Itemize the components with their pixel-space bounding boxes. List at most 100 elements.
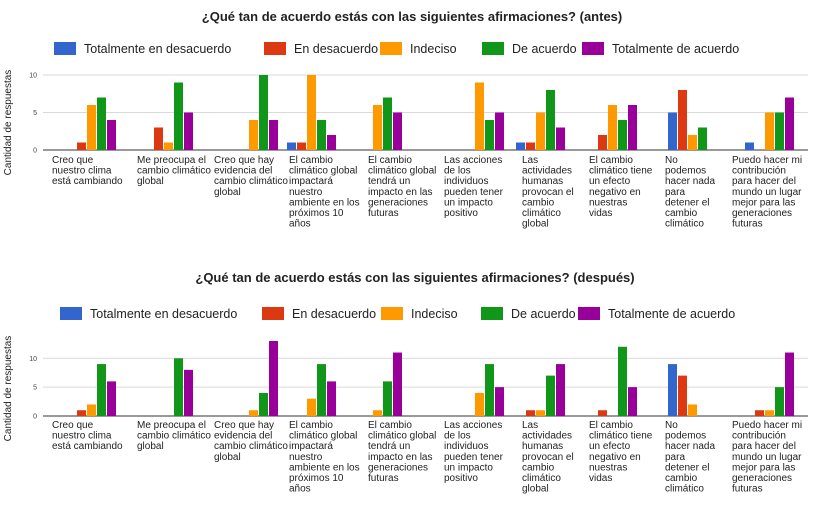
chart-1-legend-label-4: Totalmente de acuerdo — [608, 307, 735, 321]
chart-0-bar-s0-c9 — [745, 143, 754, 151]
chart-0-bar-s1-c8 — [678, 90, 687, 150]
chart-1-bar-s1-c8 — [678, 376, 687, 416]
chart-0-bar-s1-c7 — [598, 135, 607, 150]
chart-1-bar-s4-c9 — [785, 353, 794, 416]
chart-0-bar-s2-c3 — [307, 75, 316, 150]
chart-0-y-tick-1: 5 — [33, 110, 37, 117]
chart-0-bar-s4-c2 — [269, 120, 278, 150]
chart-0-bar-s3-c0 — [97, 98, 106, 151]
chart-1-legend-swatch-4 — [578, 307, 600, 320]
chart-0-bar-s4-c6 — [556, 128, 565, 151]
chart-1-y-axis-label: Cantidad de respuestas — [3, 336, 14, 442]
chart-0-bar-s3-c8 — [698, 128, 707, 151]
chart-1-category-label-3: El cambio climático global impactará nuestr… — [289, 420, 360, 495]
chart-0-bar-s0-c6 — [516, 143, 525, 151]
chart-1-bar-s2-c3 — [307, 399, 316, 416]
chart-1-category-label-5: Las acciones de los individuos pueden tener… — [444, 420, 504, 484]
chart-1-bar-s1-c7 — [598, 410, 607, 416]
chart-0-category-label-9: Puedo hacer mi contribución para hacer del… — [732, 155, 802, 230]
chart-0-bar-s3-c6 — [546, 90, 555, 150]
chart-0-bar-s2-c7 — [608, 105, 617, 150]
chart-1-bar-s1-c0 — [77, 410, 86, 416]
chart-1-category-label-2: Creo que hay evidencia del cambio climátic… — [214, 420, 288, 463]
chart-1-bar-s2-c0 — [87, 404, 96, 416]
chart-0-category-label-5: Las acciones de los individuos pueden tener… — [444, 155, 504, 219]
chart-1-bar-s4-c3 — [327, 381, 336, 416]
charts-container: ¿Qué tan de acuerdo estás con las siguie… — [0, 0, 829, 523]
chart-1-category-label-7: El cambio climático tiene un efecto negativ… — [589, 420, 653, 484]
chart-1-category-label-1: Me preocupa el cambio climático global — [137, 420, 211, 452]
chart-0-legend-label-0: Totalmente en desacuerdo — [84, 42, 231, 56]
chart-0-bar-s4-c1 — [184, 113, 193, 151]
chart-1-category-label-9: Puedo hacer mi contribución para hacer del… — [732, 420, 802, 495]
chart-0-bar-s2-c0 — [87, 105, 96, 150]
chart-1-category-label-4: El cambio climático global tendrá un impact… — [368, 420, 436, 484]
chart-1-legend-label-1: En desacuerdo — [292, 307, 376, 321]
chart-0-legend-label-3: De acuerdo — [512, 42, 577, 56]
chart-1-bar-s4-c1 — [184, 370, 193, 416]
chart-0-title: ¿Qué tan de acuerdo estás con las siguie… — [202, 9, 622, 24]
chart-1-legend-label-0: Totalmente en desacuerdo — [90, 307, 237, 321]
chart-0-bar-s1-c1 — [154, 128, 163, 151]
chart-1-y-tick-0: 0 — [33, 414, 37, 421]
chart-0-bar-s4-c3 — [327, 135, 336, 150]
chart-1-legend-swatch-0 — [60, 307, 82, 320]
chart-0-bar-s3-c1 — [174, 83, 183, 151]
chart-0-category-label-2: Creo que hay evidencia del cambio climátic… — [214, 155, 288, 198]
chart-1-bar-s3-c5 — [485, 364, 494, 416]
chart-1-category-label-6: Las actividades humanas provocan el cambio cl… — [522, 420, 574, 495]
chart-1-y-tick-2: 10 — [29, 356, 37, 363]
chart-0-legend-swatch-1 — [264, 42, 286, 55]
chart-0-bar-s4-c7 — [628, 105, 637, 150]
chart-0-bar-s0-c8 — [668, 113, 677, 151]
chart-0-y-tick-2: 10 — [29, 73, 37, 80]
chart-1-bar-s4-c6 — [556, 364, 565, 416]
chart-0-legend-swatch-2 — [380, 42, 402, 55]
chart-0-bar-s3-c4 — [383, 98, 392, 151]
chart-1-bar-s2-c6 — [536, 410, 545, 416]
chart-1-legend-swatch-2 — [381, 307, 403, 320]
chart-1-legend-swatch-1 — [262, 307, 284, 320]
chart-1-bar-s3-c0 — [97, 364, 106, 416]
chart-1-bar-s2-c5 — [475, 393, 484, 416]
chart-1-legend-label-2: Indeciso — [411, 307, 458, 321]
chart-0-y-axis-label: Cantidad de respuestas — [3, 70, 14, 176]
chart-1-bar-s2-c2 — [249, 410, 258, 416]
chart-before: ¿Qué tan de acuerdo estás con las siguie… — [0, 0, 829, 262]
chart-1-bar-s1-c9 — [755, 410, 764, 416]
chart-1-bar-s1-c6 — [526, 410, 535, 416]
chart-0-bar-s2-c5 — [475, 83, 484, 151]
chart-1-bar-s3-c4 — [383, 381, 392, 416]
chart-1-bar-s3-c3 — [317, 364, 326, 416]
chart-1-bar-s3-c1 — [174, 358, 183, 416]
chart-0-legend-label-2: Indeciso — [410, 42, 457, 56]
chart-0-bar-s1-c3 — [297, 143, 306, 151]
chart-0-bar-s4-c9 — [785, 98, 794, 151]
chart-0-bar-s3-c3 — [317, 120, 326, 150]
chart-0-y-tick-0: 0 — [33, 148, 37, 155]
chart-0-category-label-6: Las actividades humanas provocan el cambio cl… — [522, 155, 574, 230]
chart-0-bar-s3-c7 — [618, 120, 627, 150]
chart-0-category-label-1: Me preocupa el cambio climático global — [137, 155, 211, 187]
chart-1-bar-s4-c5 — [495, 387, 504, 416]
chart-1-category-label-8: No podemos hacer nada para detener el cambio c… — [665, 420, 715, 495]
chart-1-bar-s0-c8 — [668, 364, 677, 416]
chart-1-bar-s4-c0 — [107, 381, 116, 416]
chart-0-bar-s4-c5 — [495, 113, 504, 151]
chart-0-bar-s1-c0 — [77, 143, 86, 151]
chart-0-bar-s1-c6 — [526, 143, 535, 151]
chart-1-bar-s3-c6 — [546, 376, 555, 416]
chart-0-legend-label-1: En desacuerdo — [294, 42, 378, 56]
chart-0-category-label-8: No podemos hacer nada para detener el cambio c… — [665, 155, 715, 230]
chart-0-bar-s3-c2 — [259, 75, 268, 150]
chart-1-bar-s4-c4 — [393, 353, 402, 416]
chart-1-bar-s4-c7 — [628, 387, 637, 416]
chart-1-bar-s2-c8 — [688, 404, 697, 416]
chart-0-category-label-4: El cambio climático global tendrá un impact… — [368, 155, 436, 219]
chart-1-legend-swatch-3 — [481, 307, 503, 320]
chart-0-bar-s2-c4 — [373, 105, 382, 150]
chart-1-bar-s2-c9 — [765, 410, 774, 416]
chart-0-bar-s0-c3 — [287, 143, 296, 151]
chart-0-bar-s2-c9 — [765, 113, 774, 151]
chart-1-legend-label-3: De acuerdo — [511, 307, 576, 321]
